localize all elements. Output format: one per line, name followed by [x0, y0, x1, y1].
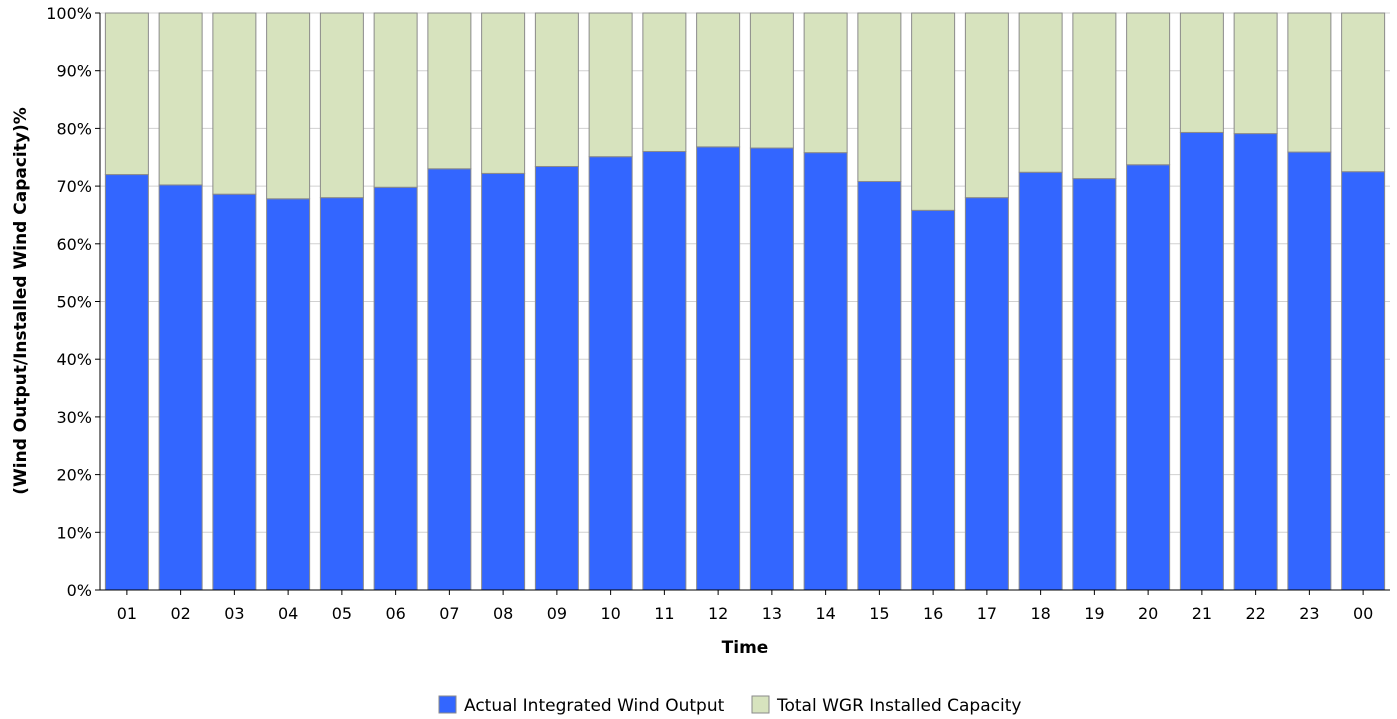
- bar-actual-21: [1179, 131, 1224, 591]
- x-tick-label: 11: [654, 604, 674, 623]
- bar-capacity-18: [1018, 12, 1063, 173]
- bar-capacity-22: [1233, 12, 1278, 135]
- x-tick-label: 17: [977, 604, 997, 623]
- x-tick-label: 07: [439, 604, 459, 623]
- bar-capacity-03: [212, 12, 257, 195]
- bar-capacity-17: [964, 12, 1009, 199]
- x-tick-label: 16: [923, 604, 943, 623]
- x-tick-label: 10: [600, 604, 620, 623]
- bar-actual-11: [642, 150, 687, 591]
- y-tick-label: 70%: [56, 177, 92, 196]
- y-tick-label: 50%: [56, 293, 92, 312]
- bar-capacity-07: [427, 12, 472, 170]
- bar-capacity-12: [696, 12, 741, 148]
- bar-capacity-04: [266, 12, 311, 200]
- bar-actual-04: [266, 198, 311, 591]
- bar-actual-10: [588, 156, 633, 591]
- x-tick-label: 19: [1084, 604, 1104, 623]
- bar-capacity-23: [1287, 12, 1332, 153]
- x-tick-label: 08: [493, 604, 513, 623]
- grid-layer: [100, 12, 1390, 533]
- bar-actual-08: [481, 172, 526, 591]
- bar-actual-18: [1018, 171, 1063, 591]
- bar-capacity-06: [373, 12, 418, 188]
- bar-capacity-19: [1072, 12, 1117, 180]
- y-tick-label: 30%: [56, 408, 92, 427]
- bar-actual-17: [964, 197, 1009, 591]
- bar-capacity-20: [1126, 12, 1171, 166]
- bar-capacity-14: [803, 12, 848, 154]
- bar-actual-14: [803, 152, 848, 591]
- legend-swatch-capacity: [751, 695, 770, 714]
- y-tick-label: 90%: [56, 62, 92, 81]
- x-tick-label: 01: [117, 604, 137, 623]
- bar-capacity-11: [642, 12, 687, 152]
- bar-capacity-01: [104, 12, 149, 176]
- x-tick-label: 23: [1299, 604, 1319, 623]
- y-tick-label: 20%: [56, 466, 92, 485]
- y-tick-label: 10%: [56, 523, 92, 542]
- y-tick-label: 80%: [56, 119, 92, 138]
- x-tick-label: 12: [708, 604, 728, 623]
- bar-capacity-13: [749, 12, 794, 149]
- bar-capacity-05: [319, 12, 364, 199]
- legend-swatch-actual: [438, 695, 457, 714]
- x-tick-label: 14: [815, 604, 835, 623]
- bar-capacity-00: [1341, 12, 1386, 173]
- x-tick-label: 20: [1138, 604, 1158, 623]
- x-tick-label: 00: [1353, 604, 1373, 623]
- y-axis-title: (Wind Output/Installed Wind Capacity)%: [11, 107, 31, 495]
- y-tick-label: 0%: [67, 581, 92, 600]
- y-tick-label: 60%: [56, 235, 92, 254]
- bar-actual-09: [534, 165, 579, 591]
- bar-actual-23: [1287, 151, 1332, 591]
- bar-actual-19: [1072, 178, 1117, 591]
- y-tick-label: 100%: [46, 4, 92, 23]
- x-tick-label: 06: [385, 604, 405, 623]
- bar-capacity-21: [1179, 12, 1224, 133]
- y-tick-labels: 0% 10% 20% 30% 40% 50% 60% 70% 80% 90% 100%: [46, 4, 92, 600]
- bar-capacity-16: [911, 12, 956, 211]
- bar-actual-13: [749, 147, 794, 591]
- x-tick-label: 22: [1245, 604, 1265, 623]
- bar-actual-16: [911, 209, 956, 591]
- y-tick-label: 40%: [56, 350, 92, 369]
- x-tick-label: 18: [1030, 604, 1050, 623]
- bar-actual-22: [1233, 133, 1278, 591]
- bar-capacity-02: [158, 12, 203, 186]
- legend-label-actual: Actual Integrated Wind Output: [464, 696, 725, 716]
- bar-actual-06: [373, 186, 418, 591]
- x-tick-label: 04: [278, 604, 298, 623]
- x-tick-label: 03: [224, 604, 244, 623]
- bar-actual-20: [1126, 164, 1171, 591]
- axes-layer: [95, 12, 1390, 595]
- x-tick-label: 21: [1192, 604, 1212, 623]
- x-axis-title: Time: [722, 638, 769, 658]
- x-tick-label: 02: [170, 604, 190, 623]
- bar-actual-12: [696, 146, 741, 591]
- bars-layer: [104, 12, 1386, 591]
- x-tick-label: 05: [332, 604, 352, 623]
- bar-actual-00: [1341, 171, 1386, 591]
- x-tick-label: 09: [547, 604, 567, 623]
- bar-actual-03: [212, 193, 257, 591]
- x-tick-label: 15: [869, 604, 889, 623]
- bar-capacity-09: [534, 12, 579, 167]
- bar-actual-01: [104, 174, 149, 591]
- bar-capacity-10: [588, 12, 633, 158]
- legend-label-capacity: Total WGR Installed Capacity: [776, 696, 1021, 716]
- x-tick-labels: 01 02 03 04 05 06 07 08 09 10 11 12 13 14 15 16 17 18 19 20…: [117, 604, 1374, 623]
- bar-actual-02: [158, 184, 203, 591]
- bar-actual-05: [319, 197, 364, 591]
- bar-capacity-15: [857, 12, 902, 182]
- legend: Actual Integrated Wind Output Total WGR …: [438, 695, 1021, 716]
- bar-actual-07: [427, 168, 472, 591]
- x-tick-label: 13: [762, 604, 782, 623]
- bar-actual-15: [857, 180, 902, 591]
- bar-capacity-08: [481, 12, 526, 174]
